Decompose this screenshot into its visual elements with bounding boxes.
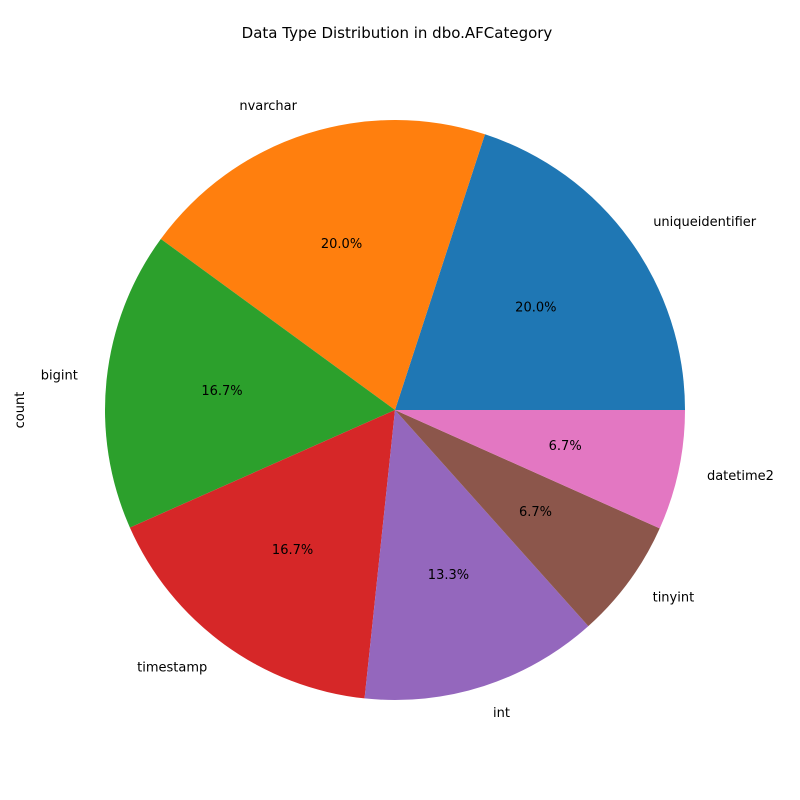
pie-slice-tinyint	[395, 410, 660, 627]
slice-label-nvarchar: nvarchar	[239, 99, 297, 114]
chart-title: Data Type Distribution in dbo.AFCategory	[242, 24, 553, 42]
pie-labels: uniqueidentifier 20.0% nvarchar 20.0% bigint…	[41, 99, 774, 721]
slice-label-tinyint: tinyint	[653, 591, 695, 606]
pie-slices	[104, 120, 685, 700]
y-axis-label: count	[13, 392, 28, 429]
pie-slice-bigint	[104, 238, 395, 528]
slice-label-timestamp: timestamp	[137, 660, 207, 675]
slice-percent-nvarchar: 20.0%	[321, 237, 362, 252]
slice-label-datetime2: datetime2	[707, 469, 774, 484]
slice-label-uniqueidentifier: uniqueidentifier	[653, 215, 757, 230]
pie-slice-timestamp	[129, 410, 395, 699]
slice-percent-bigint: 16.7%	[201, 384, 242, 399]
pie-slice-int	[364, 410, 589, 700]
pie-slice-uniqueidentifier	[395, 134, 685, 410]
slice-percent-datetime2: 6.7%	[549, 439, 582, 454]
pie-slice-datetime2	[395, 410, 685, 529]
slice-label-bigint: bigint	[41, 369, 78, 384]
slice-percent-tinyint: 6.7%	[519, 505, 552, 520]
slice-percent-uniqueidentifier: 20.0%	[515, 300, 556, 315]
slice-label-int: int	[493, 706, 510, 721]
slice-percent-int: 13.3%	[428, 568, 469, 583]
pie-slice-nvarchar	[160, 120, 485, 411]
slice-percent-timestamp: 16.7%	[272, 543, 313, 558]
